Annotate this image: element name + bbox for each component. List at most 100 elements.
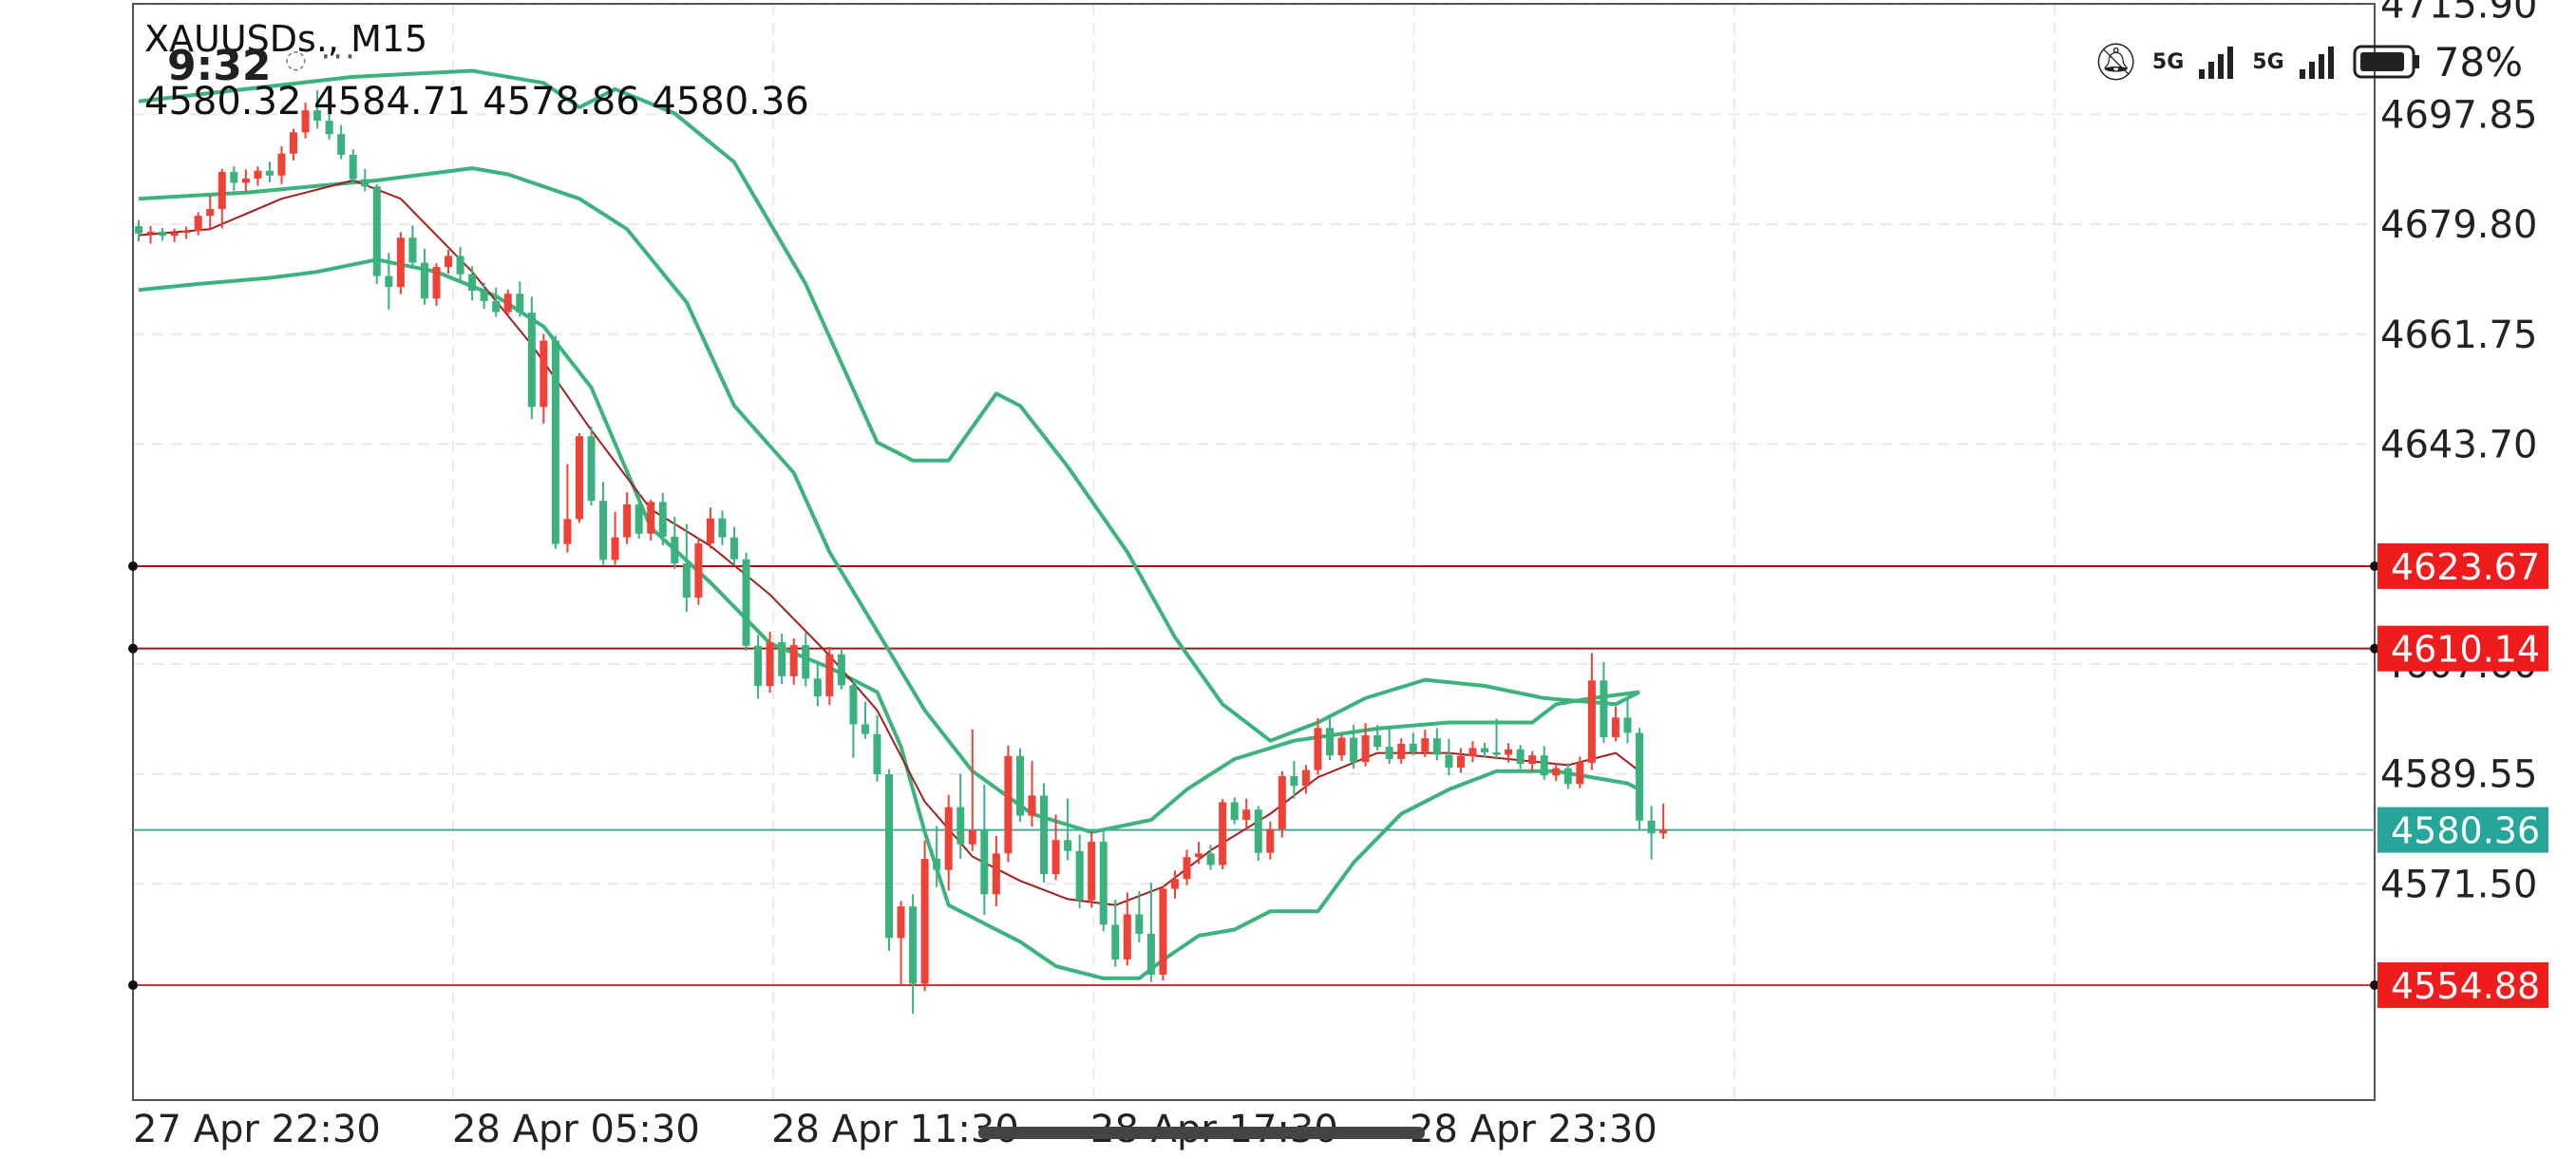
- candle-body: [1028, 795, 1036, 816]
- y-tick-label: 4589.55: [2380, 753, 2537, 797]
- status-time: 9:32: [167, 42, 272, 90]
- candle-body: [1373, 734, 1382, 748]
- y-tick-label: 4643.70: [2380, 424, 2537, 467]
- candle-body: [230, 171, 238, 183]
- candle-body: [1183, 857, 1191, 880]
- horizontal-lines: [128, 560, 2379, 990]
- candle-body: [1516, 749, 1525, 765]
- price-badge-label: 4623.67: [2391, 546, 2540, 588]
- candle-body: [933, 859, 941, 870]
- mute-icon: 🔕︎: [2093, 40, 2139, 83]
- candle-body: [146, 231, 155, 234]
- bollinger-lower: [138, 257, 1640, 980]
- candle-body: [1266, 828, 1275, 853]
- candle-body: [396, 238, 405, 288]
- status-notifications: ◌ ···: [285, 38, 357, 76]
- ohlc-values: 4580.32 4584.71 4578.86 4580.36: [144, 80, 809, 124]
- candle-body: [813, 678, 822, 696]
- candle-body: [1088, 842, 1096, 901]
- candle-body: [325, 121, 333, 135]
- candle-body: [1600, 680, 1608, 737]
- candle-body: [337, 134, 346, 155]
- candle-body: [1254, 809, 1262, 853]
- candle-body: [873, 733, 881, 775]
- candle-body: [170, 233, 179, 237]
- candle-body: [1195, 853, 1203, 858]
- price-badge: [2377, 961, 2548, 1008]
- price-level-dot-right: [2370, 643, 2379, 654]
- price-level-dot-left: [128, 979, 138, 990]
- price-badge-label: 4580.36: [2391, 810, 2540, 852]
- candle-body: [730, 537, 738, 560]
- price-badge-label: 4610.14: [2391, 629, 2540, 671]
- candle-body: [897, 906, 905, 939]
- candle-body: [575, 436, 583, 520]
- candle-body: [837, 654, 845, 686]
- y-tick-label: 4679.80: [2380, 203, 2537, 247]
- candle-body: [1170, 879, 1179, 889]
- candle-body: [408, 238, 417, 263]
- candle-body: [1481, 748, 1489, 752]
- candle-body: [1099, 842, 1108, 925]
- candle-body: [1350, 737, 1358, 763]
- candle-body: [290, 132, 298, 154]
- symbol-label: XAUUSDs., M15: [144, 18, 427, 60]
- candle-body: [647, 502, 655, 534]
- candlesticks: [135, 90, 1668, 1014]
- candle-body: [1123, 914, 1131, 960]
- candle-body: [920, 859, 929, 984]
- signal-5g-icon: [2199, 47, 2234, 79]
- candle-body: [385, 276, 393, 288]
- candle-body: [1623, 717, 1632, 733]
- x-tick-label: 28 Apr 23:30: [1410, 1108, 1657, 1151]
- candle-body: [1409, 743, 1417, 752]
- candle-body: [1421, 738, 1430, 752]
- candle-body: [218, 171, 226, 210]
- candle-body: [456, 256, 464, 275]
- candle-body: [527, 313, 536, 408]
- candle-body: [241, 178, 250, 183]
- candle-body: [1301, 770, 1310, 787]
- price-level-dot-right: [2370, 560, 2379, 571]
- candle-body: [742, 559, 750, 646]
- candle-body: [516, 294, 524, 314]
- candle-body: [611, 537, 619, 560]
- candle-body: [957, 807, 965, 845]
- chart-plot-border: [132, 3, 2376, 1101]
- candle-body: [778, 641, 786, 676]
- candle-body: [349, 154, 357, 180]
- price-badge: [2377, 542, 2548, 589]
- candle-body: [1206, 853, 1215, 865]
- navigation-handle[interactable]: [978, 1127, 1425, 1139]
- candle-body: [885, 774, 894, 939]
- candle-body: [492, 300, 501, 313]
- candle-body: [551, 340, 559, 544]
- candle-body: [635, 504, 643, 534]
- candle-body: [1337, 737, 1346, 756]
- candle-body: [445, 256, 453, 267]
- y-axis-ticks: 4715.904697.854679.804661.754643.704607.…: [2380, 0, 2537, 906]
- candle-body: [671, 536, 679, 564]
- candle-body: [909, 906, 918, 984]
- candle-body: [1468, 748, 1477, 756]
- price-level-dot-left: [128, 643, 138, 654]
- candle-body: [802, 645, 810, 679]
- candle-body: [1230, 802, 1239, 821]
- status-right-group: 🔕︎ 5G 5G 78%: [2093, 38, 2523, 86]
- chat-bubble-icon: ◌: [285, 46, 309, 74]
- candle-body: [1015, 755, 1024, 816]
- candle-body: [1432, 738, 1441, 755]
- candle-body: [265, 170, 274, 176]
- candle-body: [718, 518, 727, 538]
- candle-body: [372, 186, 381, 276]
- candle-body: [480, 290, 488, 301]
- candle-body: [623, 504, 632, 538]
- candle-body: [825, 654, 834, 696]
- candle-body: [1505, 749, 1513, 755]
- candle-body: [968, 829, 976, 845]
- bollinger-outer-upper: [138, 68, 1640, 743]
- candle-body: [194, 216, 202, 232]
- candle-body: [1576, 762, 1584, 785]
- y-tick-label: 4697.85: [2380, 93, 2537, 137]
